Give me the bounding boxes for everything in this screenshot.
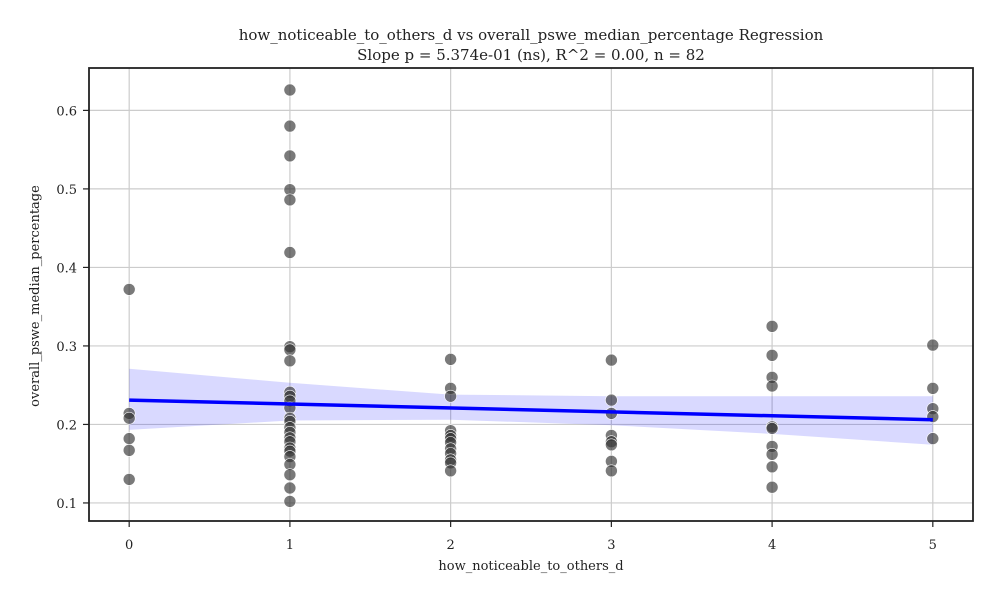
x-tick-label: 5 [929, 538, 937, 553]
data-point [283, 119, 297, 133]
regression-line [129, 398, 933, 422]
chart-subtitle: Slope p = 5.374e-01 (ns), R^2 = 0.00, n … [357, 46, 705, 64]
data-point [122, 473, 136, 486]
y-tick-label: 0.5 [56, 183, 77, 198]
y-tick-label: 0.1 [56, 497, 77, 512]
regression-line-layer [129, 398, 933, 422]
data-point [283, 83, 297, 97]
data-point [765, 348, 779, 362]
data-point [122, 443, 136, 457]
data-point [605, 393, 618, 407]
y-axis-label: overall_pswe_median_percentage [28, 185, 43, 407]
y-tick-label: 0.6 [56, 104, 77, 119]
data-point [122, 432, 136, 445]
data-point [283, 246, 297, 259]
data-point [283, 495, 297, 508]
data-point [605, 438, 618, 452]
data-point [444, 464, 457, 478]
y-tick-label: 0.3 [56, 340, 77, 355]
y-tick-label: 0.2 [56, 418, 77, 433]
data-point [926, 338, 940, 352]
data-point [605, 353, 618, 367]
x-tick-label: 0 [125, 538, 133, 553]
data-point [926, 432, 940, 445]
y-tick-label: 0.4 [56, 261, 77, 276]
grid-lines [89, 68, 973, 521]
x-tick-label: 1 [286, 538, 294, 553]
data-point [444, 389, 457, 403]
data-point [765, 480, 779, 494]
data-point [283, 343, 297, 357]
confidence-band [129, 368, 933, 445]
data-point [283, 468, 297, 482]
x-tick-label: 4 [768, 538, 776, 553]
data-point [765, 447, 779, 461]
plot-frame [88, 67, 974, 522]
data-points [122, 83, 940, 508]
data-point [444, 352, 457, 366]
chart-title: how_noticeable_to_others_d vs overall_ps… [239, 26, 824, 44]
data-point [283, 149, 297, 163]
data-point [283, 481, 297, 495]
data-point [765, 422, 779, 435]
confidence-band-layer [129, 368, 933, 445]
x-tick-label: 2 [446, 538, 454, 553]
x-axis-label: how_noticeable_to_others_d [438, 559, 623, 574]
data-point [605, 464, 618, 478]
data-point [926, 381, 940, 395]
data-point [765, 319, 779, 333]
data-point [122, 283, 136, 296]
data-point [283, 354, 297, 368]
data-point [765, 460, 779, 474]
y-axis-ticks: 0.1 0.2 0.3 0.4 0.5 0.6 [56, 104, 89, 512]
x-tick-label: 3 [607, 538, 615, 553]
data-point [765, 379, 779, 393]
data-point [283, 193, 297, 207]
x-axis-ticks: 0 1 2 3 4 5 [125, 521, 937, 553]
data-point [122, 411, 136, 425]
